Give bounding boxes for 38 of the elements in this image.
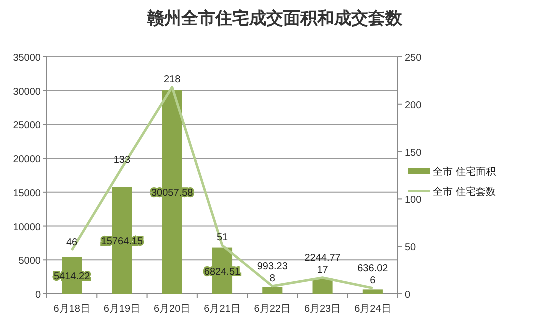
data-label: 51 — [216, 232, 228, 244]
x-tick-label: 6月21日 — [204, 304, 241, 315]
y-tick-label: 0 — [35, 290, 42, 301]
y-tick-label: 15000 — [13, 188, 42, 200]
x-tick-label: 6月24日 — [354, 304, 392, 315]
y2-tick-label: 0 — [405, 290, 411, 301]
y-tick-label: 25000 — [13, 120, 42, 132]
y2-tick-label: 200 — [405, 100, 422, 112]
data-label: 993.23 — [257, 261, 288, 272]
data-label: 2244.77 — [304, 252, 342, 264]
y-tick-label: 5000 — [18, 256, 42, 268]
x-tick-label: 6月18日 — [54, 304, 90, 315]
data-label: 636.02 — [358, 264, 389, 275]
y-tick-label: 10000 — [13, 222, 42, 234]
y2-tick-label: 50 — [405, 242, 417, 254]
bar — [262, 287, 283, 294]
data-label: 30057.58 — [152, 188, 194, 200]
data-label: 6 — [370, 275, 376, 286]
y2-tick-label: 150 — [405, 148, 422, 159]
y-tick-label: 35000 — [13, 53, 42, 64]
chart-title: 赣州全市住宅成交面积和成交套数 — [146, 9, 404, 28]
legend-label: 全市 住宅套数 — [433, 186, 496, 198]
x-tick-label: 6月22日 — [254, 304, 291, 315]
bar — [312, 278, 333, 294]
y-tick-label: 30000 — [13, 86, 42, 98]
x-tick-label: 6月20日 — [154, 304, 191, 315]
y-tick-label: 20000 — [13, 154, 42, 166]
data-label: 8 — [270, 273, 276, 284]
x-tick-label: 6月23日 — [304, 304, 342, 315]
data-label: 218 — [164, 74, 182, 86]
data-label: 46 — [66, 237, 78, 248]
x-tick-label: 6月19日 — [104, 304, 141, 315]
y2-tick-label: 250 — [405, 53, 422, 64]
y2-tick-label: 100 — [405, 195, 422, 206]
data-label: 133 — [114, 154, 131, 166]
legend-label: 全市 住宅面积 — [433, 166, 496, 178]
data-label: 17 — [317, 264, 329, 276]
bar — [362, 290, 383, 294]
